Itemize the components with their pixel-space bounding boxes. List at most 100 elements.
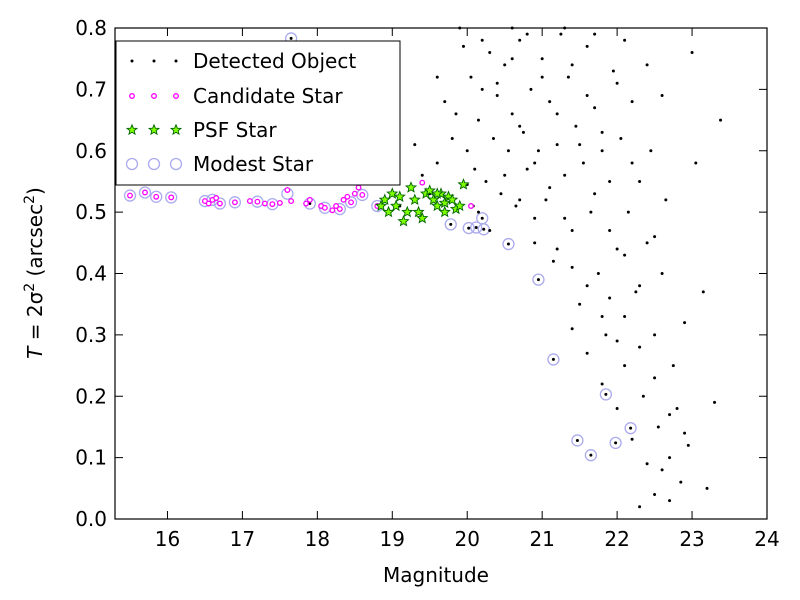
detected-point <box>461 44 465 48</box>
y-tick-label: 0.5 <box>75 200 107 224</box>
detected-point <box>551 259 555 263</box>
detected-point <box>649 149 653 153</box>
detected-point <box>629 426 633 430</box>
legend-label-detected-object: Detected Object <box>193 49 356 73</box>
detected-point <box>653 333 657 337</box>
y-axis-label-eq: = 2σ <box>23 291 47 346</box>
detected-point <box>540 75 544 79</box>
modest-point <box>228 196 242 209</box>
modest-point <box>150 190 163 203</box>
legend-marker-candidate <box>129 93 135 99</box>
candidate-point <box>306 196 313 203</box>
modest-point <box>624 422 637 435</box>
detected-point <box>575 438 579 442</box>
detected-point <box>660 272 664 275</box>
legend-marker-candidate <box>173 93 179 99</box>
detected-point <box>668 413 672 417</box>
psf-point <box>389 199 403 212</box>
y-tick-label: 0.6 <box>75 139 107 163</box>
x-tick-label: 23 <box>679 527 704 551</box>
detected-point <box>638 284 642 288</box>
detected-point <box>474 225 478 229</box>
detected-point <box>653 376 657 380</box>
detected-point <box>641 394 645 398</box>
detected-point <box>540 57 544 61</box>
psf-point <box>438 196 451 209</box>
series-detected <box>128 26 723 509</box>
x-tick-label: 21 <box>529 527 554 551</box>
modest-point <box>138 186 152 199</box>
detected-point <box>585 44 589 48</box>
psf-point <box>431 187 444 199</box>
candidate-point <box>336 206 343 213</box>
candidate-point <box>276 199 283 206</box>
candidate-point <box>269 201 276 208</box>
detected-point <box>536 149 540 153</box>
legend-marker-modest <box>125 157 139 171</box>
detected-point <box>585 284 589 288</box>
detected-point <box>683 321 687 325</box>
x-tick-label: 18 <box>305 527 330 551</box>
modest-point <box>547 353 560 366</box>
x-tick-label: 20 <box>455 527 480 551</box>
detected-point <box>449 222 453 226</box>
detected-point <box>623 314 627 318</box>
detected-point <box>533 216 537 220</box>
y-tick-label: 0.2 <box>75 384 107 408</box>
psf-point <box>404 181 418 193</box>
detected-point <box>608 296 612 300</box>
detected-point <box>484 179 488 183</box>
detected-point <box>506 242 510 246</box>
series-layer <box>123 26 723 509</box>
detected-point <box>420 173 424 177</box>
detected-point <box>645 63 649 67</box>
psf-point <box>378 193 391 206</box>
detected-point <box>413 143 417 147</box>
series-candidate <box>127 179 474 216</box>
detected-point <box>548 186 552 190</box>
detected-point <box>656 425 660 429</box>
detected-point <box>630 437 634 441</box>
x-axis-label: Magnitude <box>383 563 489 587</box>
detected-point <box>626 210 630 214</box>
detected-point <box>555 247 559 251</box>
y-axis-label-close: ) <box>23 187 47 195</box>
x-tick-label: 22 <box>604 527 629 551</box>
psf-point <box>427 193 440 206</box>
candidate-point <box>127 192 133 199</box>
y-tick-label: 0.4 <box>75 262 107 286</box>
detected-point <box>566 75 570 79</box>
detected-point <box>615 339 619 343</box>
modest-point <box>470 221 483 234</box>
detected-point <box>600 130 604 134</box>
detected-point <box>611 69 615 73</box>
detected-point <box>668 499 672 503</box>
detected-point <box>668 456 672 460</box>
detected-point <box>476 118 480 122</box>
y-axis-label-var: T <box>23 345 47 359</box>
series-psf <box>374 178 470 227</box>
y-axis-label: T = 2σ2 (arcsec2) <box>22 187 47 359</box>
detected-point <box>518 198 522 202</box>
detected-point <box>510 112 514 116</box>
detected-point <box>476 210 480 214</box>
detected-point <box>619 136 623 140</box>
detected-point <box>630 161 634 165</box>
modest-point <box>123 189 137 202</box>
detected-point <box>585 94 589 98</box>
candidate-point <box>254 198 261 205</box>
candidate-point <box>168 194 175 201</box>
detected-point <box>585 351 589 355</box>
psf-point <box>431 199 444 212</box>
candidate-point <box>231 199 238 206</box>
legend-marker-detected <box>130 59 134 63</box>
detected-point <box>536 278 540 282</box>
detected-point <box>525 32 529 36</box>
psf-point <box>446 193 459 206</box>
modest-point <box>165 191 178 204</box>
detected-point <box>495 94 499 98</box>
candidate-point <box>142 189 148 196</box>
candidate-point <box>419 179 426 186</box>
detected-point <box>623 38 627 42</box>
detected-point <box>443 100 447 104</box>
